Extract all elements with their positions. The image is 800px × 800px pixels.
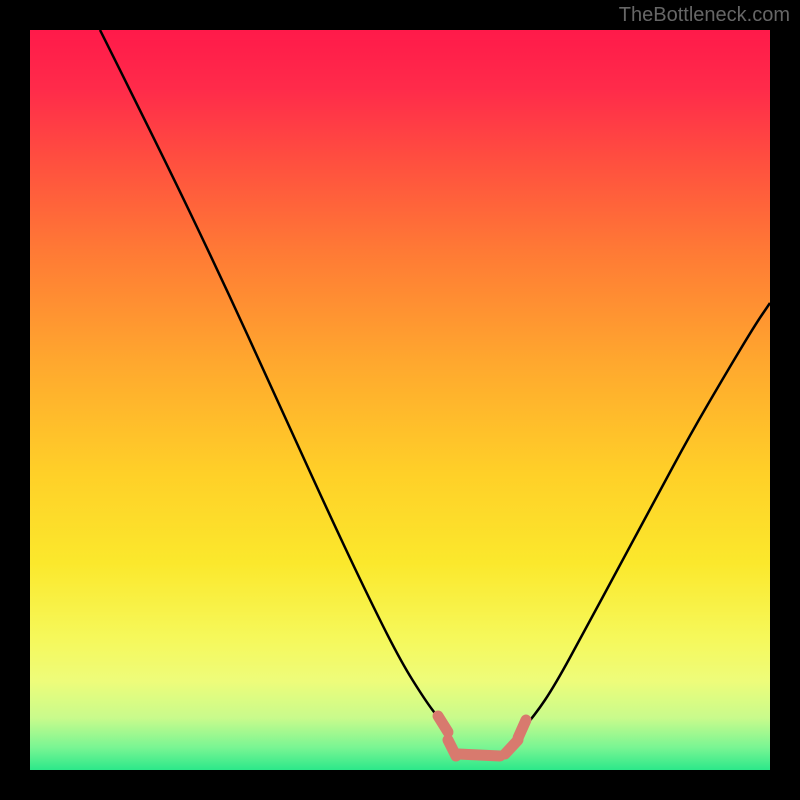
marker-segment <box>458 754 500 756</box>
watermark-text: TheBottleneck.com <box>619 4 790 27</box>
bottleneck-chart <box>30 30 770 770</box>
marker-segment <box>518 720 526 738</box>
chart-area <box>30 30 770 770</box>
